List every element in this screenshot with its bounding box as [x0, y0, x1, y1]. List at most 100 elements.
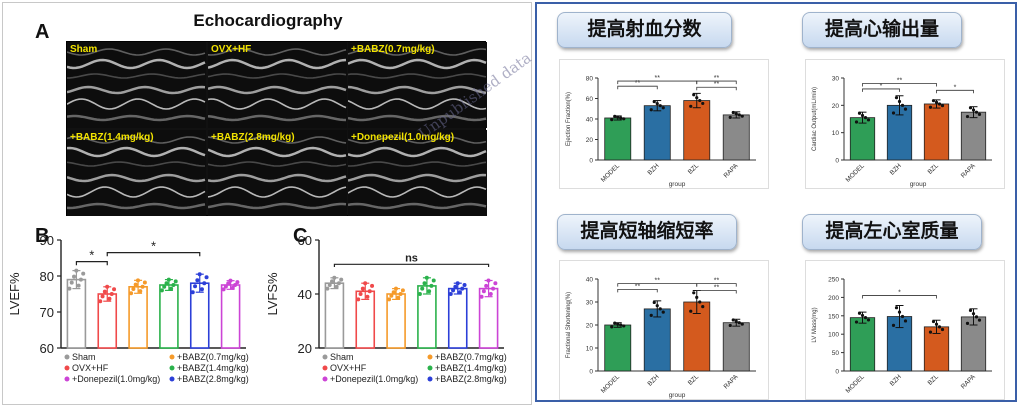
- data-point: [325, 286, 330, 291]
- x-tick-label: MODEL: [600, 373, 622, 395]
- y-tick-label: 60: [298, 233, 312, 248]
- data-point: [69, 280, 74, 285]
- data-point: [695, 96, 699, 100]
- bar: [643, 308, 671, 372]
- data-point: [965, 114, 970, 119]
- significance-bracket: [333, 263, 490, 267]
- data-point: [365, 294, 370, 299]
- data-point: [159, 288, 164, 293]
- y-tick-label: 250: [828, 277, 839, 284]
- y-axis-label: LV Mass(mg): [812, 307, 818, 342]
- data-point: [860, 313, 865, 318]
- data-point: [658, 307, 662, 311]
- bar: [722, 114, 750, 161]
- legend-marker: [169, 376, 175, 382]
- significance-bracket: [696, 283, 737, 287]
- data-point: [971, 108, 976, 112]
- echo-cell-label: +BABZ(0.7mg/kg): [351, 44, 435, 55]
- data-point: [67, 286, 72, 291]
- data-point: [737, 113, 741, 117]
- significance-bracket: [106, 252, 201, 257]
- data-point: [931, 99, 936, 103]
- significance-mark: *: [880, 83, 883, 90]
- significance-bracket: [696, 80, 737, 85]
- x-tick-label: RAPA: [723, 162, 741, 180]
- legend-label: +BABZ(1.4mg/kg): [177, 363, 249, 373]
- data-point: [460, 286, 465, 291]
- significance-mark: **: [714, 285, 720, 292]
- data-point: [622, 117, 626, 121]
- data-point: [486, 278, 491, 283]
- echo-image-grid: Sham OVX+HF +BABZ(0.7mg/kg) +BABZ(1.4mg/kg)…: [66, 41, 487, 216]
- y-tick-label: 70: [40, 305, 54, 320]
- significance-mark: *: [89, 248, 94, 263]
- significance-mark: **: [714, 81, 720, 88]
- legend-label: +Donepezil(1.0mg/kg): [330, 374, 418, 384]
- data-point: [857, 311, 862, 315]
- data-point: [429, 283, 434, 288]
- fractional-shortening-chart: 0 10 20 30 40 Fractional Shortening(%) MODEL BZ…: [559, 260, 769, 400]
- data-point: [400, 288, 405, 293]
- y-tick-label: 100: [828, 332, 839, 339]
- bar: [923, 326, 950, 372]
- data-point: [619, 116, 623, 120]
- data-point: [701, 305, 705, 309]
- data-point: [903, 107, 908, 111]
- data-point: [940, 327, 945, 332]
- x-axis-label: group: [910, 181, 927, 188]
- data-point: [360, 286, 365, 291]
- echo-cell: +BABZ(2.8mg/kg): [208, 130, 347, 216]
- data-point: [661, 106, 665, 110]
- echo-trace: [348, 136, 487, 210]
- data-point: [363, 281, 368, 286]
- data-point: [900, 103, 905, 107]
- echo-cell: +BABZ(0.7mg/kg): [348, 42, 487, 128]
- data-point: [974, 315, 979, 319]
- significance-mark: **: [897, 77, 903, 84]
- data-point: [204, 275, 209, 280]
- data-point: [655, 304, 659, 308]
- banner-cardiac-output: 提高心输出量: [802, 12, 962, 48]
- data-point: [367, 289, 372, 294]
- data-point: [233, 283, 238, 287]
- data-point: [448, 292, 453, 296]
- bar: [923, 103, 950, 161]
- data-point: [479, 294, 484, 299]
- data-point: [140, 284, 145, 289]
- data-point: [965, 321, 970, 325]
- data-point: [937, 325, 942, 329]
- y-tick-label: 20: [586, 137, 594, 144]
- data-point: [863, 116, 868, 120]
- data-point: [453, 284, 458, 289]
- data-point: [661, 310, 665, 314]
- data-point: [199, 287, 204, 292]
- x-tick-label: BZL: [927, 162, 941, 176]
- data-point: [854, 120, 859, 124]
- data-point: [228, 278, 233, 283]
- data-point: [689, 104, 693, 108]
- significance-bracket: [862, 83, 937, 87]
- data-point: [417, 292, 422, 296]
- bar: [386, 293, 406, 349]
- banner-ejection-fraction: 提高射血分数: [557, 12, 732, 48]
- legend-label: +Donepezil(1.0mg/kg): [72, 374, 160, 384]
- significance-bracket: [936, 89, 974, 94]
- legend-label: +BABZ(2.8mg/kg): [177, 374, 249, 384]
- data-point: [142, 280, 147, 285]
- data-point: [866, 318, 871, 322]
- data-point: [937, 102, 942, 106]
- data-point: [968, 106, 973, 110]
- y-tick-label: 40: [586, 117, 594, 124]
- data-point: [457, 290, 462, 295]
- x-tick-label: BZH: [647, 162, 661, 176]
- significance-bracket: [696, 290, 737, 294]
- data-point: [105, 284, 110, 289]
- left-panel: Echocardiography A Sham OVX+HF +BABZ(0.7mg…: [2, 2, 532, 405]
- data-point: [695, 295, 699, 299]
- echo-cell-label: +BABZ(1.4mg/kg): [70, 132, 154, 143]
- data-point: [658, 104, 662, 108]
- data-point: [223, 284, 228, 289]
- data-point: [649, 313, 653, 317]
- legend-marker: [64, 354, 70, 360]
- x-tick-label: MODEL: [845, 373, 867, 395]
